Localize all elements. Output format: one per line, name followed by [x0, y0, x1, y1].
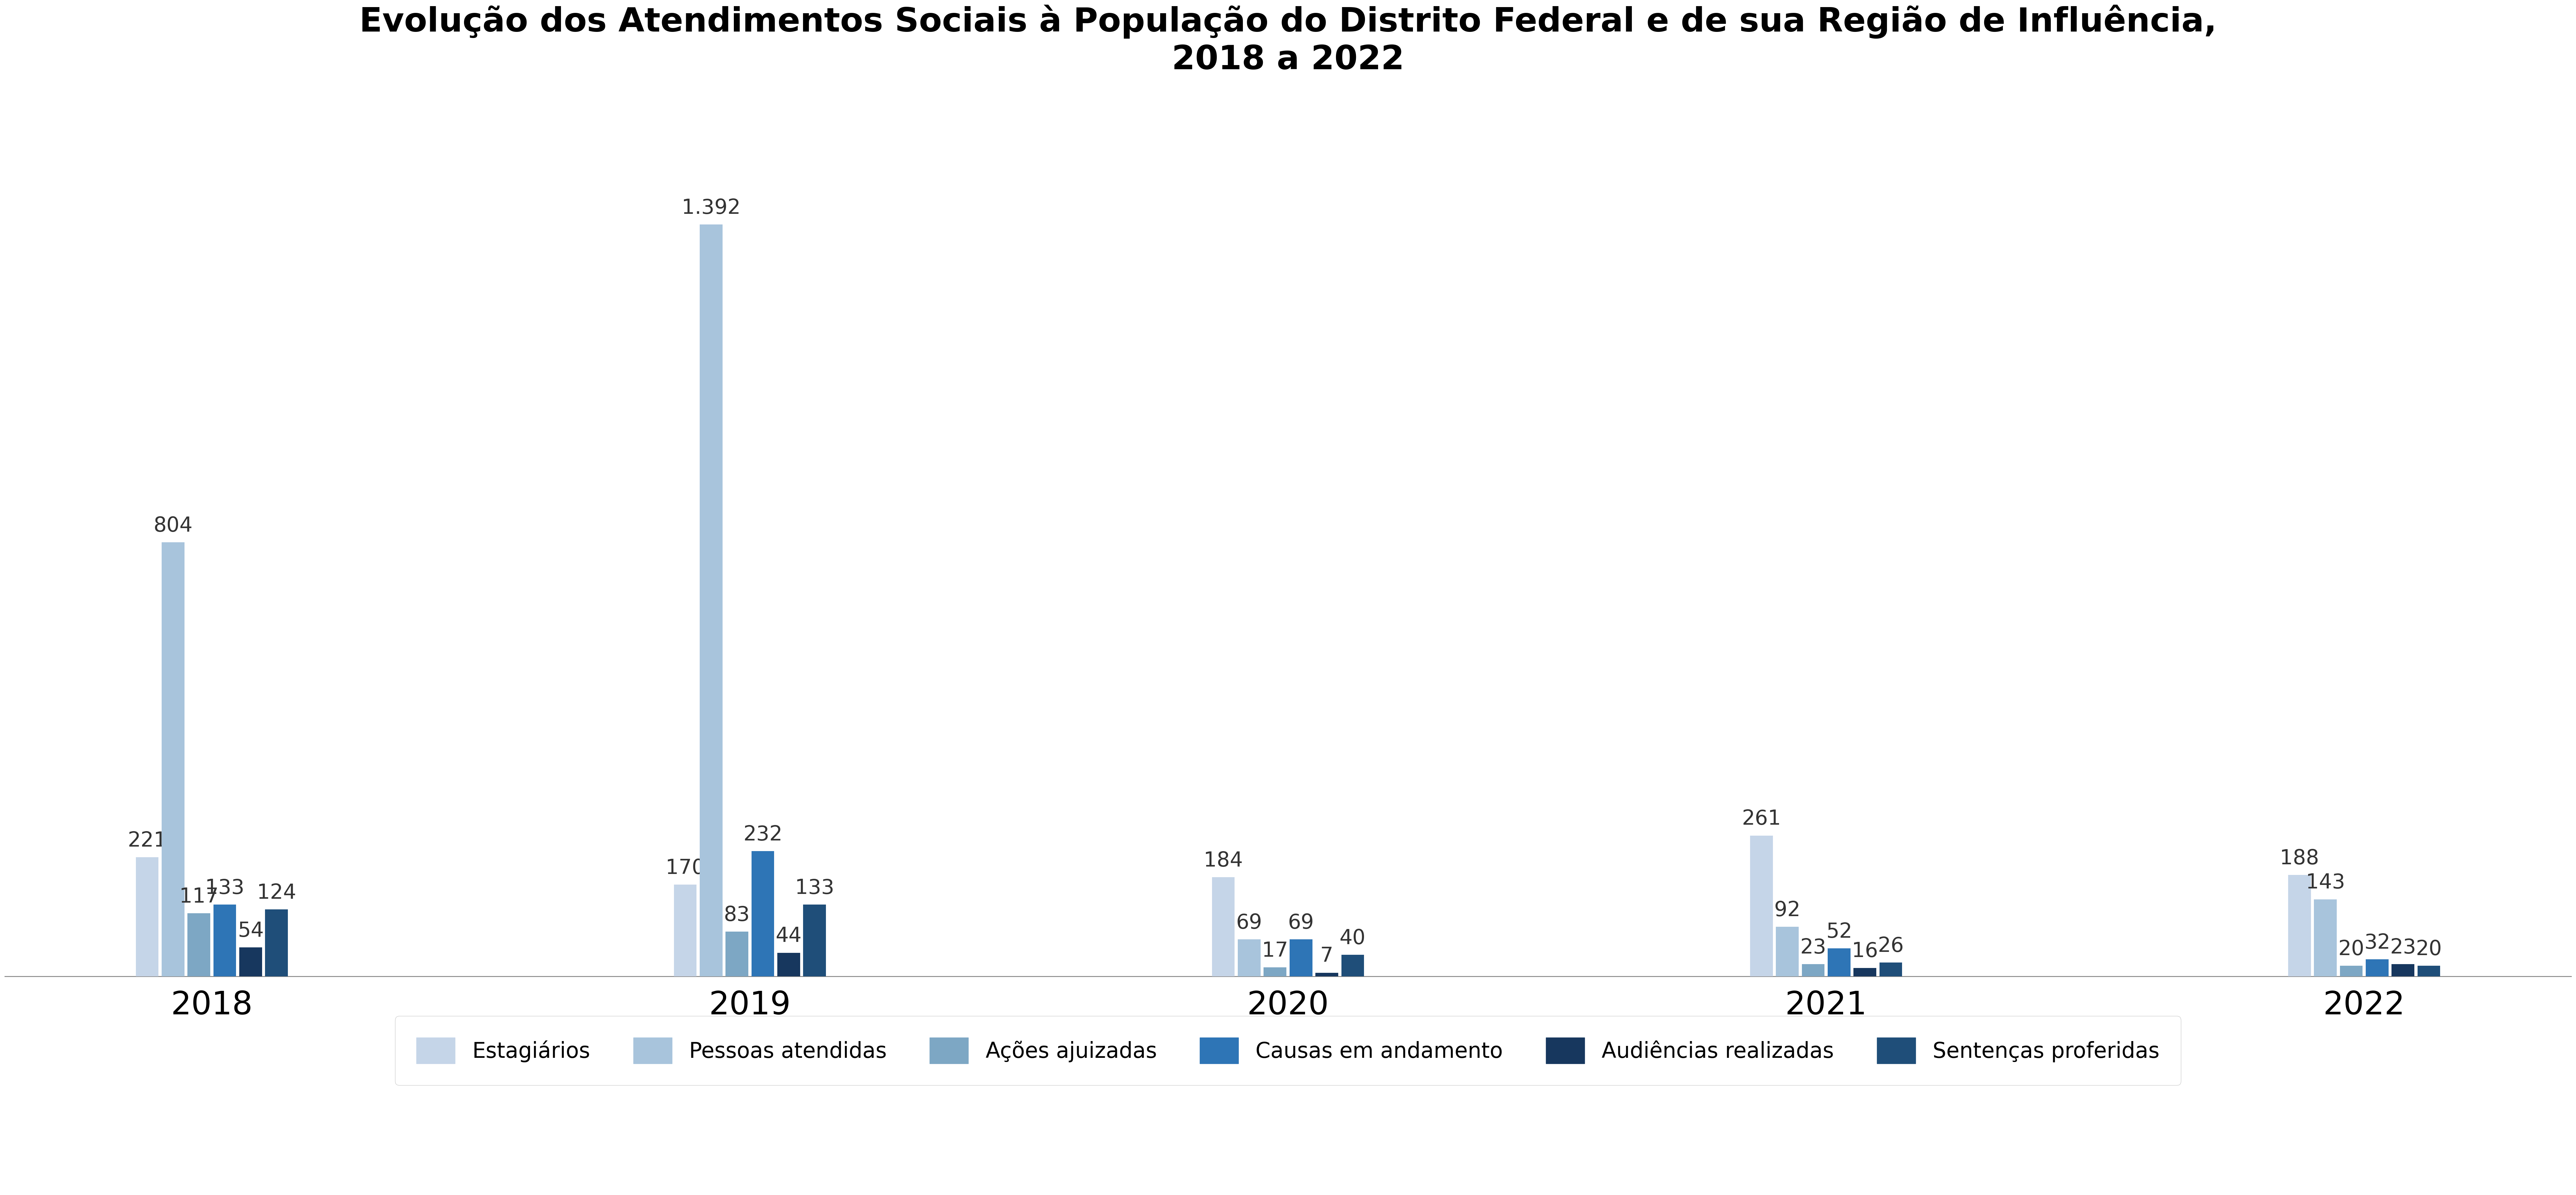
Bar: [726, 932, 750, 976]
Text: 20: 20: [2416, 939, 2442, 960]
Bar: [240, 948, 263, 976]
Text: 221: 221: [126, 831, 167, 851]
Bar: [804, 905, 827, 976]
Text: 69: 69: [1236, 913, 1262, 933]
Text: 133: 133: [796, 878, 835, 899]
Text: 7: 7: [1321, 946, 1334, 967]
Bar: [1291, 939, 1311, 976]
Bar: [265, 909, 289, 976]
Text: 232: 232: [744, 825, 783, 845]
Bar: [188, 913, 211, 976]
Text: 16: 16: [1852, 942, 1878, 961]
Bar: [2313, 899, 2336, 976]
Bar: [1826, 949, 1850, 976]
Bar: [2287, 875, 2311, 976]
Text: 143: 143: [2306, 872, 2344, 893]
Bar: [1775, 927, 1798, 976]
Text: 69: 69: [1288, 913, 1314, 933]
Text: 32: 32: [2365, 933, 2391, 952]
Bar: [1265, 967, 1285, 976]
Text: 54: 54: [237, 921, 263, 940]
Bar: [701, 225, 721, 976]
Text: 92: 92: [1775, 900, 1801, 920]
Text: 1.392: 1.392: [683, 198, 739, 217]
Bar: [137, 857, 160, 976]
Text: 804: 804: [155, 516, 193, 535]
Text: 23: 23: [1801, 938, 1826, 957]
Bar: [1342, 955, 1365, 976]
Text: 117: 117: [180, 887, 219, 907]
Text: 52: 52: [1826, 923, 1852, 942]
Bar: [1855, 968, 1875, 976]
Bar: [675, 884, 696, 976]
Bar: [214, 905, 237, 976]
Text: 133: 133: [206, 878, 245, 899]
Bar: [2391, 964, 2414, 976]
Bar: [1801, 964, 1824, 976]
Bar: [2339, 966, 2362, 976]
Bar: [1749, 835, 1772, 976]
Bar: [752, 851, 775, 976]
Text: 17: 17: [1262, 940, 1288, 961]
Bar: [1239, 939, 1260, 976]
Bar: [1880, 962, 1901, 976]
Text: 188: 188: [2280, 848, 2318, 869]
Text: 124: 124: [258, 883, 296, 903]
Bar: [1316, 973, 1337, 976]
Text: 83: 83: [724, 905, 750, 925]
Bar: [2416, 966, 2439, 976]
Text: 44: 44: [775, 926, 801, 946]
Text: 23: 23: [2391, 938, 2416, 957]
Bar: [2365, 960, 2388, 976]
Legend: Estagiários, Pessoas atendidas, Ações ajuizadas, Causas em andamento, Audiências: Estagiários, Pessoas atendidas, Ações aj…: [394, 1016, 2182, 1085]
Bar: [1211, 877, 1234, 976]
Title: Evolução dos Atendimentos Sociais à População do Distrito Federal e de sua Regiã: Evolução dos Atendimentos Sociais à Popu…: [358, 5, 2218, 76]
Bar: [778, 952, 801, 976]
Text: 184: 184: [1203, 851, 1244, 871]
Text: 261: 261: [1741, 809, 1780, 829]
Text: 170: 170: [665, 858, 706, 878]
Bar: [162, 543, 185, 976]
Text: 20: 20: [2339, 939, 2365, 960]
Text: 40: 40: [1340, 929, 1365, 949]
Text: 26: 26: [1878, 936, 1904, 956]
